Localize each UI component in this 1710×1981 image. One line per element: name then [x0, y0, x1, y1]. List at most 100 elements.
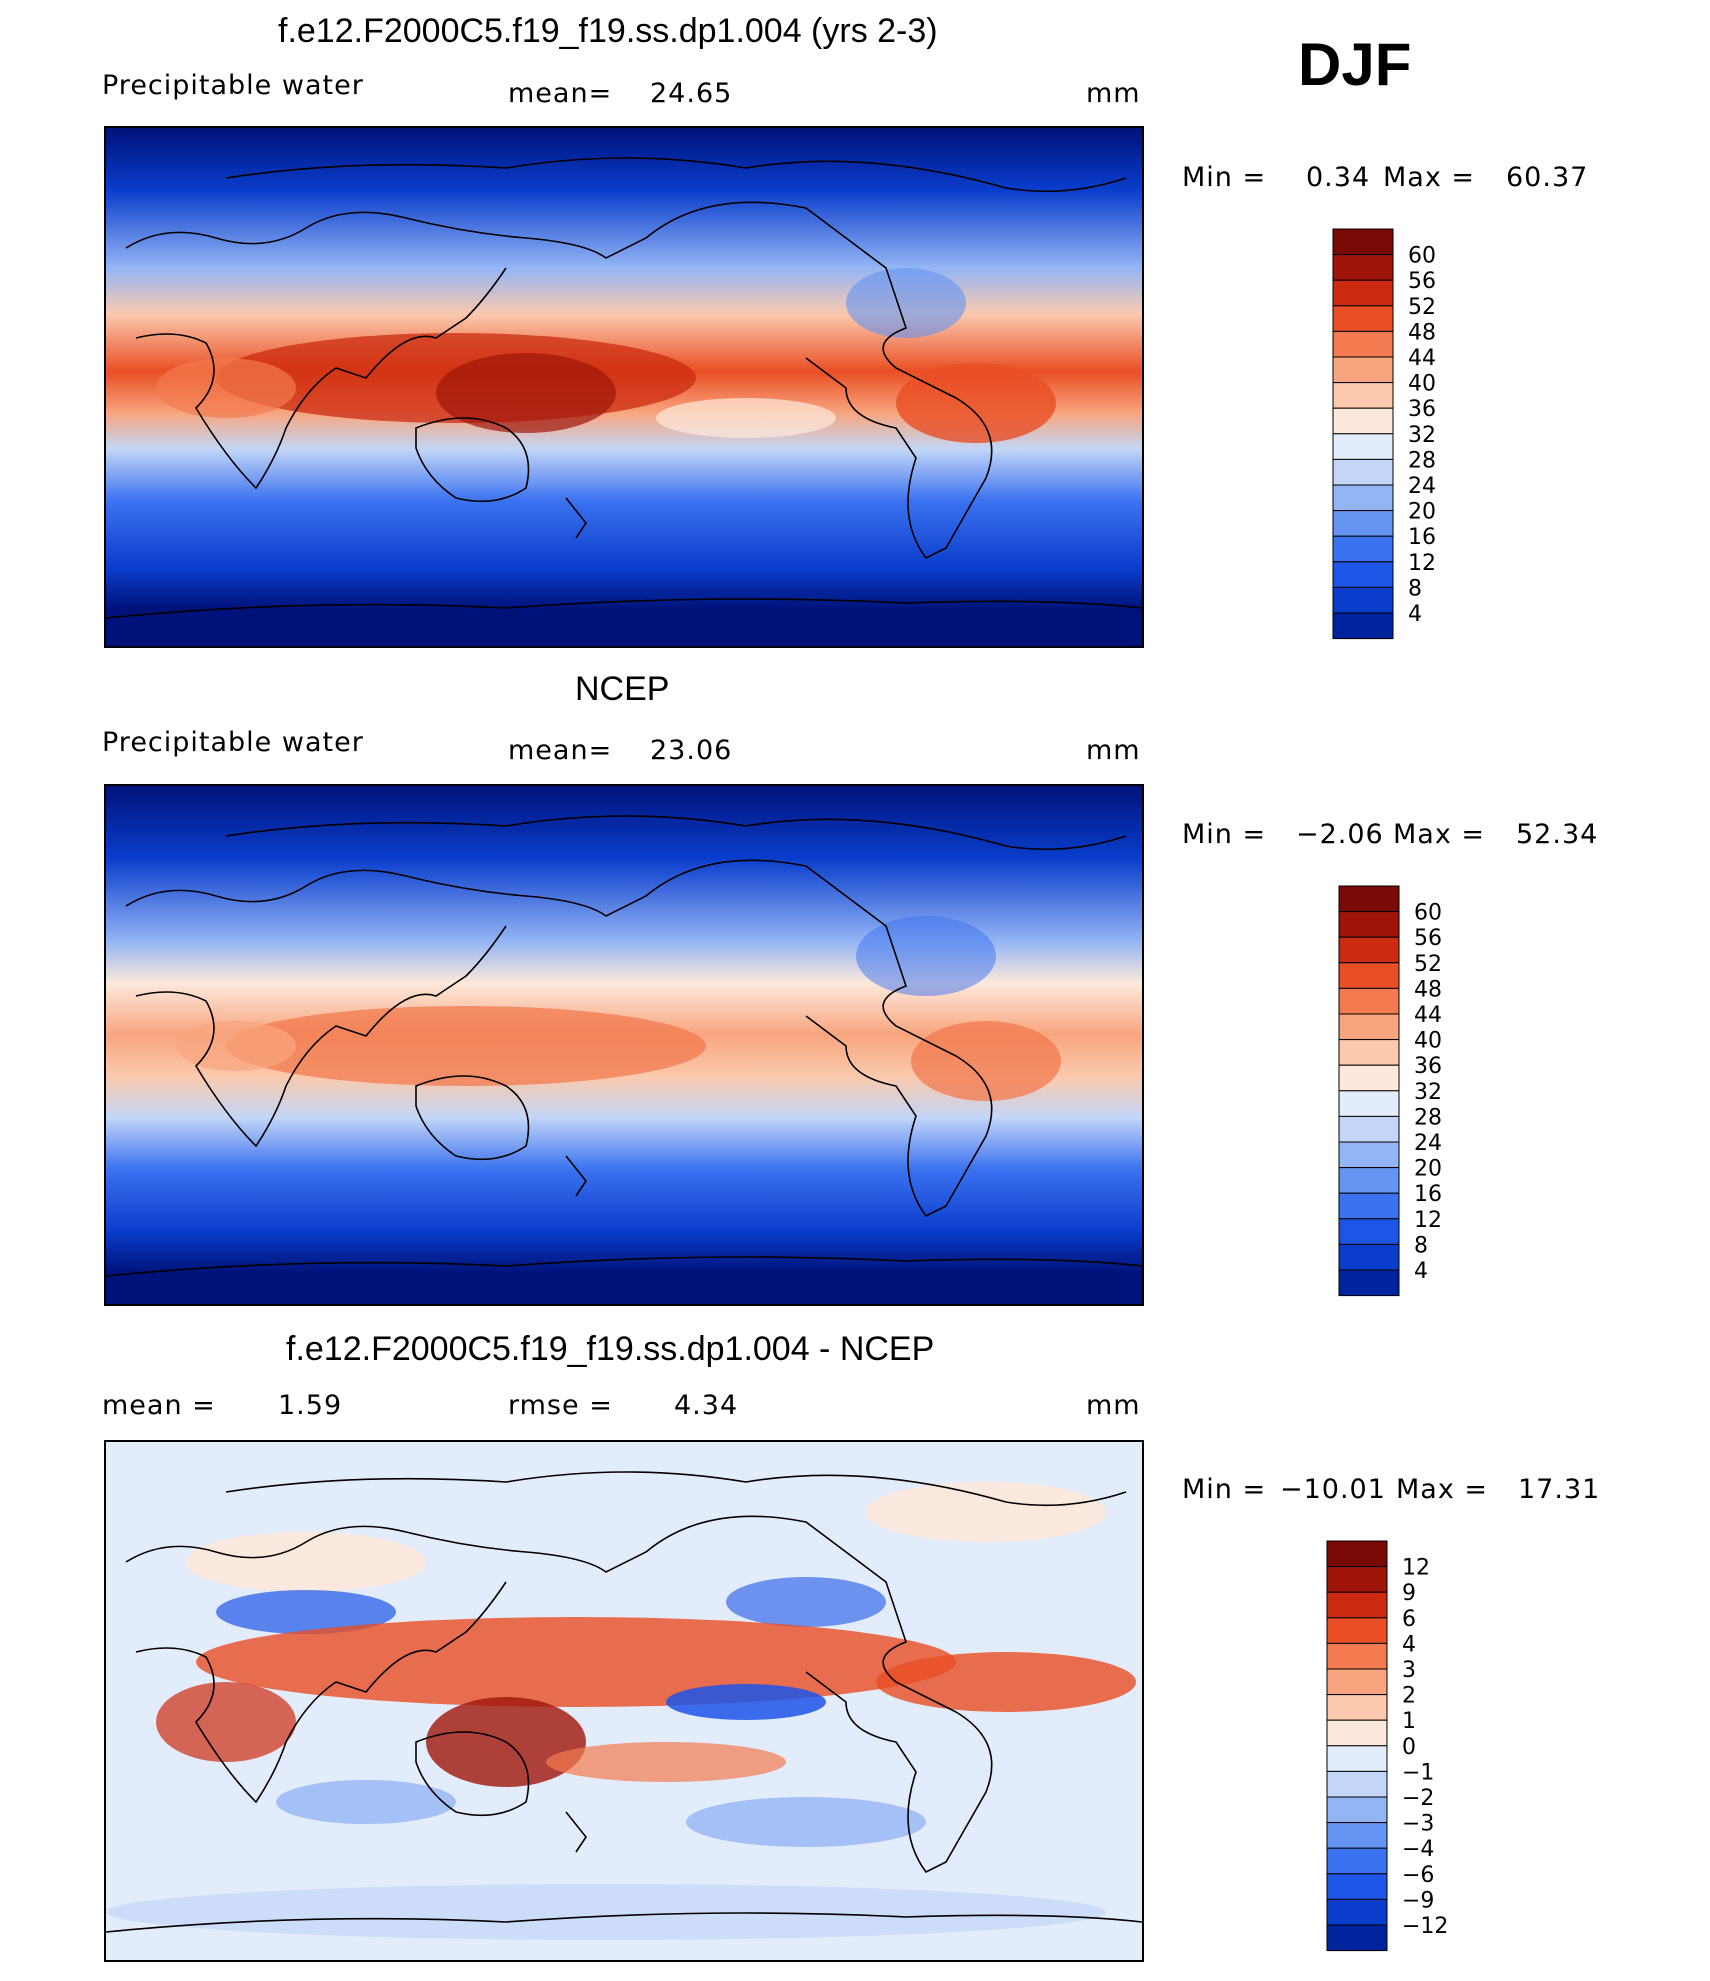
colorbar-tick-label: 36 — [1408, 397, 1436, 422]
colorbar-tick-label: 44 — [1408, 346, 1436, 371]
colorbar-tick-label: 8 — [1414, 1233, 1428, 1258]
colorbar-tick-label: 8 — [1408, 576, 1422, 601]
panel3-title: f.e12.F2000C5.f19_f19.ss.dp1.004 - NCEP — [286, 1330, 935, 1368]
colorbar-box — [1332, 484, 1394, 512]
panel1-units: mm — [1086, 78, 1141, 109]
colorbar-box — [1338, 1167, 1400, 1194]
colorbar-box — [1326, 1898, 1388, 1926]
colorbar-tick-label: 52 — [1408, 295, 1436, 320]
panel2-colorbar: 60 56 52 48 44 40 36 32 28 24 20 16 12 8 4 — [1338, 885, 1538, 1297]
colorbar-tick-label: −1 — [1402, 1760, 1434, 1785]
colorbar-tick-label: 40 — [1408, 372, 1436, 397]
panel3-max-label: Max = — [1396, 1474, 1489, 1505]
panel3-map — [104, 1440, 1144, 1962]
colorbar-tick-label: 12 — [1414, 1208, 1442, 1233]
panel2-max-value: 52.34 — [1516, 819, 1599, 850]
panel3-units: mm — [1086, 1390, 1141, 1421]
colorbar-tick-label: 28 — [1408, 448, 1436, 473]
panel3-colorbar: 12 9 6 4 3 2 1 0 −1 −2 −3 −4 −6 −9 −12 — [1326, 1540, 1526, 1952]
colorbar-tick-label: 12 — [1408, 551, 1436, 576]
colorbar-tick-label: 16 — [1414, 1182, 1442, 1207]
colorbar-box — [1326, 1822, 1388, 1849]
colorbar-box — [1326, 1924, 1388, 1952]
colorbar-tick-label: 28 — [1414, 1105, 1442, 1130]
colorbar-tick-label: 56 — [1414, 926, 1442, 951]
colorbar-tick-label: 1 — [1402, 1709, 1416, 1734]
colorbar-tick-label: 0 — [1402, 1735, 1416, 1760]
colorbar-box — [1338, 1039, 1400, 1066]
panel3-field — [106, 1442, 1142, 1960]
panel3-mean-label: mean = — [102, 1390, 216, 1421]
colorbar-box — [1332, 330, 1394, 358]
colorbar-box — [1338, 1090, 1400, 1117]
panel1-max-value: 60.37 — [1506, 162, 1589, 193]
colorbar-box — [1326, 1617, 1388, 1644]
colorbar-tick-label: −2 — [1402, 1786, 1434, 1811]
colorbar-tick-label: 40 — [1414, 1029, 1442, 1054]
colorbar-box — [1332, 458, 1394, 486]
colorbar-box — [1332, 510, 1394, 537]
colorbar-box — [1326, 1642, 1388, 1670]
colorbar-tick-label: 60 — [1408, 244, 1436, 269]
colorbar-tick-label: 4 — [1414, 1259, 1428, 1284]
colorbar-tick-label: −4 — [1402, 1837, 1434, 1862]
panel2-variable-label: Precipitable water — [102, 727, 364, 758]
colorbar-box — [1326, 1591, 1388, 1619]
colorbar-tick-label: 24 — [1408, 474, 1436, 499]
colorbar-tick-label: 48 — [1408, 320, 1436, 345]
colorbar-box — [1338, 1243, 1400, 1271]
panel3-max-value: 17.31 — [1518, 1474, 1601, 1505]
panel1-min-value: 0.34 — [1306, 162, 1371, 193]
panel3-mean-value: 1.59 — [278, 1390, 343, 1421]
colorbar-box — [1332, 382, 1394, 409]
colorbar-box — [1338, 1141, 1400, 1169]
colorbar-tick-label: −12 — [1402, 1914, 1448, 1939]
colorbar-box — [1338, 1013, 1400, 1041]
colorbar-tick-label: 4 — [1408, 602, 1422, 627]
panel2-max-label: Max = — [1393, 819, 1486, 850]
colorbar-tick-label: 32 — [1408, 423, 1436, 448]
colorbar-tick-label: 3 — [1402, 1658, 1416, 1683]
colorbar-tick-label: 52 — [1414, 952, 1442, 977]
panel1-max-label: Max = — [1383, 162, 1476, 193]
colorbar-box — [1326, 1745, 1388, 1772]
panel3-min-value: −10.01 — [1280, 1474, 1386, 1505]
panel2-min-label: Min = — [1182, 819, 1267, 850]
colorbar-box — [1338, 911, 1400, 938]
colorbar-tick-label: 48 — [1414, 977, 1442, 1002]
panel3-rmse-label: rmse = — [508, 1390, 613, 1421]
colorbar-box — [1338, 1192, 1400, 1220]
colorbar-tick-label: −3 — [1402, 1812, 1434, 1837]
panel2-mean-value: 23.06 — [650, 735, 733, 766]
panel1-map — [104, 126, 1144, 648]
colorbar-box — [1338, 1269, 1400, 1297]
colorbar-tick-label: 2 — [1402, 1684, 1416, 1709]
colorbar-tick-label: 60 — [1414, 901, 1442, 926]
colorbar-box — [1338, 987, 1400, 1015]
panel2-min-value: −2.06 — [1296, 819, 1384, 850]
colorbar-box — [1326, 1694, 1388, 1721]
panel3-min-label: Min = — [1182, 1474, 1267, 1505]
colorbar-box — [1332, 407, 1394, 435]
panel2-title: NCEP — [575, 670, 670, 708]
colorbar-tick-label: 32 — [1414, 1080, 1442, 1105]
colorbar-tick-label: 12 — [1402, 1556, 1430, 1581]
colorbar-tick-label: −6 — [1402, 1863, 1434, 1888]
panel1-min-label: Min = — [1182, 162, 1267, 193]
colorbar-box — [1332, 433, 1394, 460]
colorbar-box — [1332, 586, 1394, 614]
panel3-rmse-value: 4.34 — [674, 1390, 739, 1421]
colorbar-tick-label: 20 — [1414, 1157, 1442, 1182]
colorbar-box — [1338, 885, 1400, 913]
colorbar-box — [1332, 561, 1394, 588]
panel1-mean-value: 24.65 — [650, 78, 733, 109]
colorbar-box — [1326, 1566, 1388, 1593]
colorbar-tick-label: 9 — [1402, 1581, 1416, 1606]
panel2-map — [104, 784, 1144, 1306]
colorbar-box — [1326, 1719, 1388, 1747]
colorbar-box — [1326, 1847, 1388, 1875]
season-label: DJF — [1298, 31, 1412, 98]
panel2-field — [106, 786, 1142, 1304]
